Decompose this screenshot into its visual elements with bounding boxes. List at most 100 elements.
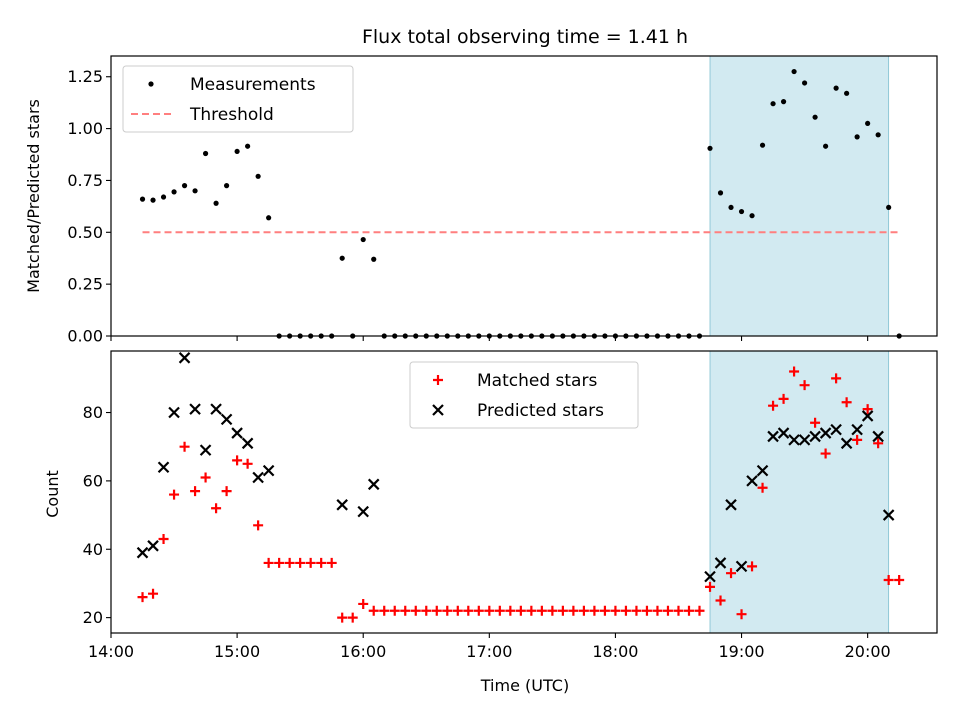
- data-point: [715, 595, 726, 606]
- data-point: [326, 557, 337, 568]
- data-point: [421, 605, 432, 616]
- y-tick-label: 20: [83, 608, 103, 627]
- series-predicted-stars: [136, 352, 895, 583]
- data-point: [241, 437, 254, 450]
- data-point: [770, 101, 776, 107]
- data-point: [886, 204, 892, 211]
- data-point: [694, 605, 705, 616]
- data-point: [148, 588, 159, 599]
- data-point: [358, 598, 369, 609]
- data-point: [798, 434, 811, 446]
- data-point: [367, 478, 380, 491]
- legend-label: Measurements: [190, 75, 316, 95]
- data-point: [841, 397, 852, 408]
- legend-box: [122, 65, 354, 133]
- x-tick-label: 20:00: [845, 642, 891, 661]
- data-point: [589, 605, 600, 616]
- data-point: [210, 403, 222, 415]
- data-point: [673, 605, 684, 616]
- data-point: [213, 200, 219, 206]
- x-axis-label: Time (UTC): [480, 676, 569, 695]
- data-point: [705, 581, 716, 592]
- data-point: [714, 557, 727, 569]
- data-point: [767, 430, 779, 443]
- data-point: [738, 208, 745, 215]
- data-point: [862, 404, 873, 415]
- data-point: [812, 114, 818, 120]
- data-point: [262, 464, 275, 477]
- x-tick-label: 18:00: [592, 642, 638, 661]
- data-point: [368, 605, 379, 616]
- data-point: [200, 472, 211, 483]
- data-point: [873, 438, 884, 449]
- data-point: [717, 190, 724, 196]
- data-point: [252, 471, 264, 484]
- data-point: [799, 380, 810, 391]
- data-point: [746, 475, 758, 487]
- legend-marker: [148, 81, 154, 87]
- data-point: [536, 605, 547, 616]
- data-point: [431, 605, 442, 616]
- data-point: [137, 592, 148, 603]
- data-point: [189, 403, 201, 415]
- data-point: [833, 85, 839, 91]
- data-point: [181, 183, 188, 189]
- data-point: [780, 99, 787, 105]
- x-tick-label: 16:00: [340, 642, 386, 661]
- data-point: [728, 204, 734, 211]
- data-point: [641, 605, 652, 616]
- data-point: [756, 464, 769, 477]
- data-point: [494, 605, 505, 616]
- plot-frame: [110, 350, 938, 634]
- top-panel: 0.00 0.25 0.50 0.75 1.00 1.25 Measurements Thre…: [67, 55, 938, 346]
- highlight-span: [709, 350, 890, 634]
- data-point: [515, 605, 526, 616]
- data-point: [168, 406, 180, 419]
- data-point: [861, 410, 874, 422]
- data-point: [221, 486, 232, 497]
- data-point: [854, 134, 860, 140]
- data-point: [202, 150, 209, 157]
- data-point: [736, 609, 747, 620]
- data-point: [599, 605, 610, 616]
- data-point: [171, 189, 177, 195]
- data-point: [610, 605, 621, 616]
- data-point: [147, 540, 159, 552]
- data-point: [263, 557, 274, 568]
- data-point: [389, 605, 400, 616]
- y-tick-label: 40: [83, 540, 103, 559]
- data-point: [809, 430, 821, 443]
- data-point: [801, 80, 808, 86]
- legend-box: [409, 361, 639, 429]
- data-point: [316, 557, 327, 568]
- data-point: [526, 605, 537, 616]
- data-point: [160, 194, 167, 200]
- data-point: [231, 427, 243, 439]
- top-y-axis-label: Matched/Predicted stars: [24, 99, 43, 293]
- x-tick-label: 15:00: [214, 642, 260, 661]
- data-point: [707, 145, 713, 151]
- data-point: [452, 605, 463, 616]
- data-point: [882, 509, 895, 521]
- highlight-span: [709, 55, 890, 337]
- data-point: [484, 605, 495, 616]
- data-point: [473, 605, 484, 616]
- data-point: [242, 458, 253, 469]
- series-matched-stars: [137, 366, 905, 623]
- legend-label: Matched stars: [477, 371, 597, 391]
- data-point: [789, 366, 800, 377]
- data-point: [883, 575, 894, 586]
- data-point: [872, 430, 884, 443]
- data-point: [220, 413, 233, 426]
- data-point: [768, 400, 779, 411]
- data-point: [255, 173, 261, 179]
- data-point: [158, 534, 169, 544]
- data-point: [844, 90, 850, 96]
- data-point: [347, 612, 358, 623]
- data-point: [169, 489, 180, 500]
- data-point: [735, 560, 748, 573]
- legend: Measurements Threshold: [122, 65, 354, 133]
- data-point: [852, 434, 863, 445]
- legend-marker: [433, 375, 443, 385]
